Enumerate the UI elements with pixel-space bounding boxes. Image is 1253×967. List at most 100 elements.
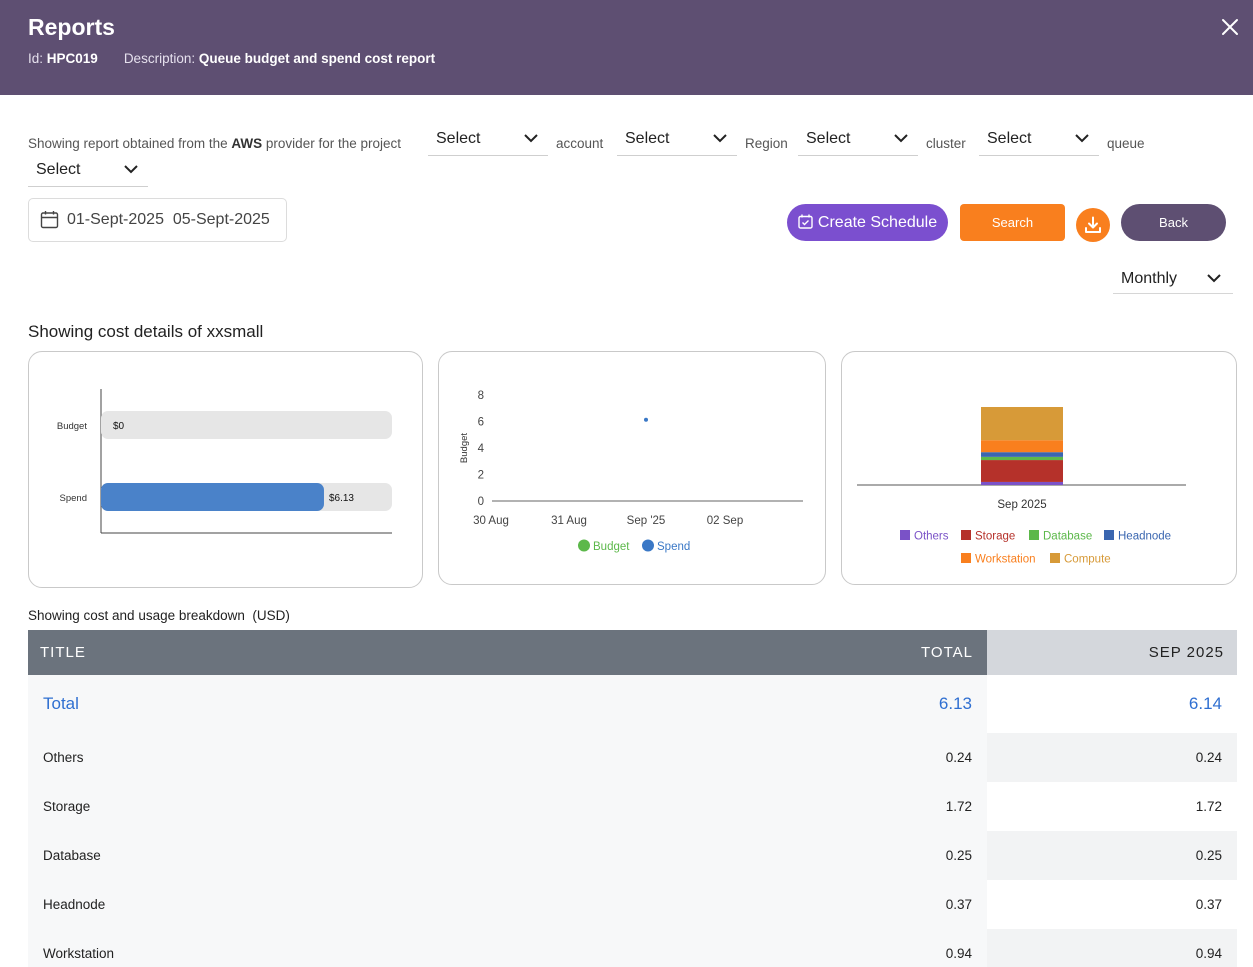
date-range-text: 01-Sept-2025 05-Sept-2025 bbox=[67, 211, 270, 229]
row-total-cell: 0.37 bbox=[700, 880, 987, 929]
bar-track bbox=[101, 411, 392, 439]
table-caption: Showing cost and usage breakdown (USD) bbox=[28, 608, 290, 623]
legend-label: Spend bbox=[657, 541, 690, 553]
legend-marker-budget bbox=[578, 539, 590, 552]
x-tick-label: 30 Aug bbox=[473, 515, 509, 527]
filter-intro-post: provider for the project bbox=[265, 136, 401, 151]
legend-marker-spend bbox=[642, 539, 654, 552]
column-header-total[interactable]: TOTAL bbox=[700, 630, 987, 675]
stack-segment-workstation bbox=[981, 440, 1063, 453]
cluster-select[interactable]: Select bbox=[979, 126, 1099, 156]
legend-label: Headnode bbox=[1118, 531, 1171, 543]
table-row: Workstation 0.94 0.94 bbox=[28, 929, 1237, 967]
download-button[interactable] bbox=[1076, 208, 1110, 242]
region-select[interactable]: Select bbox=[798, 126, 918, 156]
calendar-icon bbox=[40, 211, 59, 229]
project-select-value: Select bbox=[436, 130, 481, 147]
legend-marker-workstation bbox=[961, 553, 971, 563]
id-label: Id: bbox=[28, 51, 44, 66]
chevron-down-icon bbox=[524, 134, 538, 143]
column-header-month[interactable]: SEP 2025 bbox=[987, 630, 1237, 675]
budget-vs-spend-card: Budget $0 Spend $6.13 bbox=[28, 351, 423, 588]
legend-marker-headnode bbox=[1104, 530, 1114, 540]
table-row: Headnode 0.37 0.37 bbox=[28, 880, 1237, 929]
budget-trend-card: 0 2 4 6 8 30 Aug 31 Aug Sep '25 02 Sep Budget Budg… bbox=[438, 351, 826, 585]
row-total-cell: 0.94 bbox=[700, 929, 987, 967]
legend-label: Others bbox=[914, 531, 949, 543]
date-end: 05-Sept-2025 bbox=[172, 211, 270, 228]
download-icon bbox=[1085, 216, 1101, 233]
row-month-cell: 0.94 bbox=[987, 929, 1237, 967]
legend-label: Storage bbox=[975, 531, 1015, 543]
data-label: $0 bbox=[113, 421, 125, 432]
cluster-select-value: Select bbox=[987, 130, 1032, 147]
date-start: 01-Sept-2025 bbox=[67, 211, 164, 228]
legend-marker-storage bbox=[961, 530, 971, 540]
row-total-cell: 6.13 bbox=[700, 675, 987, 733]
back-button[interactable]: Back bbox=[1121, 204, 1226, 241]
row-title-cell: Others bbox=[28, 733, 700, 782]
provider-name: AWS bbox=[231, 136, 263, 151]
data-label: $6.13 bbox=[329, 493, 354, 504]
legend-marker-others bbox=[900, 530, 910, 540]
row-total-cell: 0.25 bbox=[700, 831, 987, 880]
section-title: Showing cost details of xxsmall bbox=[28, 322, 264, 341]
region-select-value: Select bbox=[806, 130, 851, 147]
row-total-cell: 1.72 bbox=[700, 782, 987, 831]
category-label: Spend bbox=[60, 493, 87, 504]
search-button[interactable]: Search bbox=[960, 204, 1065, 241]
cost-breakdown-table: TITLE TOTAL SEP 2025 Total 6.13 6.14 Others… bbox=[28, 630, 1237, 967]
table-header-row: TITLE TOTAL SEP 2025 bbox=[28, 630, 1237, 675]
table-row: Storage 1.72 1.72 bbox=[28, 782, 1237, 831]
legend-label: Workstation bbox=[975, 554, 1036, 566]
stack-segment-compute bbox=[981, 407, 1063, 441]
y-axis-label: Budget bbox=[459, 433, 470, 463]
bar-spend bbox=[101, 483, 324, 511]
chevron-down-icon bbox=[713, 134, 727, 143]
data-point-spend bbox=[644, 417, 648, 422]
table-row-total: Total 6.13 6.14 bbox=[28, 675, 1237, 733]
create-schedule-button[interactable]: Create Schedule bbox=[787, 204, 948, 241]
chevron-down-icon bbox=[124, 165, 138, 174]
budget-trend-scatter-chart: 0 2 4 6 8 30 Aug 31 Aug Sep '25 02 Sep Budget Budg… bbox=[459, 390, 803, 553]
period-select-value: Monthly bbox=[1121, 270, 1178, 287]
chevron-down-icon bbox=[1075, 134, 1089, 143]
row-month-cell: 1.72 bbox=[987, 782, 1237, 831]
category-label: Budget bbox=[57, 421, 87, 432]
row-title-cell: Workstation bbox=[28, 929, 700, 967]
row-total-cell: 0.24 bbox=[700, 733, 987, 782]
account-select-value: Select bbox=[625, 130, 670, 147]
legend-marker-compute bbox=[1050, 553, 1060, 563]
account-select[interactable]: Select bbox=[617, 126, 737, 156]
id-value: HPC019 bbox=[46, 51, 98, 66]
x-tick-label: 02 Sep bbox=[707, 515, 743, 527]
row-title-cell: Total bbox=[28, 675, 700, 733]
queue-select[interactable]: Select bbox=[28, 157, 148, 187]
description-label: Description: bbox=[123, 51, 196, 66]
stack-segment-storage bbox=[981, 460, 1063, 482]
filter-intro: Showing report obtained from the AWS pro… bbox=[28, 136, 401, 151]
filter-intro-pre: Showing report obtained from the bbox=[28, 136, 228, 151]
date-range-picker[interactable]: 01-Sept-2025 05-Sept-2025 bbox=[28, 198, 287, 242]
table-row: Database 0.25 0.25 bbox=[28, 831, 1237, 880]
x-tick-label: Sep 2025 bbox=[997, 499, 1046, 511]
table-row: Others 0.24 0.24 bbox=[28, 733, 1237, 782]
close-icon[interactable] bbox=[1219, 16, 1241, 38]
stack-segment-headnode bbox=[981, 452, 1063, 457]
x-tick-label: Sep '25 bbox=[627, 515, 666, 527]
y-tick-label: 2 bbox=[478, 470, 484, 482]
row-title-cell: Headnode bbox=[28, 880, 700, 929]
y-tick-label: 0 bbox=[478, 496, 484, 508]
stack-segment-others bbox=[981, 481, 1063, 485]
project-select[interactable]: Select bbox=[428, 126, 548, 156]
stack-segment-database bbox=[981, 456, 1063, 461]
chevron-down-icon bbox=[894, 134, 908, 143]
row-month-cell: 0.25 bbox=[987, 831, 1237, 880]
y-tick-label: 4 bbox=[478, 443, 485, 455]
legend-label: Database bbox=[1043, 531, 1092, 543]
cost-breakdown-stacked-chart: Sep 2025 Others Storage Database Headnode Wor… bbox=[857, 407, 1186, 566]
report-meta: Id: HPC019 Description: Queue budget and … bbox=[28, 51, 435, 66]
y-tick-label: 6 bbox=[478, 417, 484, 429]
column-header-title[interactable]: TITLE bbox=[28, 630, 700, 675]
period-select[interactable]: Monthly bbox=[1113, 262, 1233, 294]
